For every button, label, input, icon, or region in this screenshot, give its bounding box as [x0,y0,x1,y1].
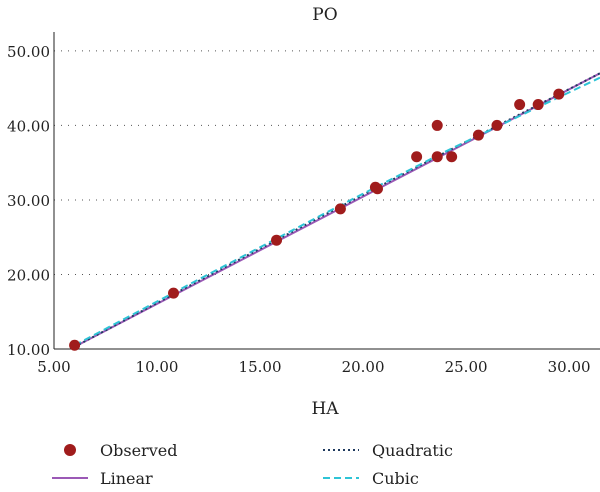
x-tick-label: 10.00 [136,358,179,376]
legend-linear-label: Linear [100,469,153,488]
legend-item-observed: Observed [64,441,177,460]
observed-point [553,88,565,100]
y-tick-label: 40.00 [7,117,50,135]
observed-point [431,119,443,131]
x-tick-label: 5.00 [37,358,70,376]
observed-point [271,234,283,246]
legend-observed-marker [64,444,76,456]
x-tick-label: 25.00 [445,358,488,376]
observed-point [168,287,180,299]
legend-item-quadratic: Quadratic [323,441,453,460]
legend-quadratic-label: Quadratic [372,441,453,460]
legend-cubic-label: Cubic [372,469,419,488]
grid-lines [54,50,600,275]
chart-title: PO [312,5,337,25]
y-tick-labels: 10.00 20.00 30.00 40.00 50.00 [7,43,50,359]
observed-point [532,99,544,111]
x-tick-label: 15.00 [239,358,282,376]
observed-point [411,151,423,163]
y-tick-label: 10.00 [7,341,50,359]
x-tick-label: 20.00 [342,358,385,376]
legend-item-cubic: Cubic [323,469,419,488]
observed-point [472,129,484,141]
legend-observed-label: Observed [100,441,177,460]
observed-points [69,88,565,351]
legend-item-linear: Linear [52,469,153,488]
x-tick-labels: 5.00 10.00 15.00 20.00 25.00 30.00 [37,358,590,376]
observed-point [491,119,503,131]
x-axis-label: HA [311,399,339,419]
x-tick-label: 30.00 [548,358,591,376]
observed-point [371,183,383,195]
observed-point [446,151,458,163]
y-tick-label: 20.00 [7,266,50,284]
observed-point [334,203,346,215]
y-tick-label: 30.00 [7,192,50,210]
observed-point [69,339,81,351]
axes [53,32,600,350]
y-tick-label: 50.00 [7,43,50,61]
legend: Observed Linear Quadratic Cubic [52,441,453,488]
observed-point [514,99,526,111]
observed-point [431,151,443,163]
